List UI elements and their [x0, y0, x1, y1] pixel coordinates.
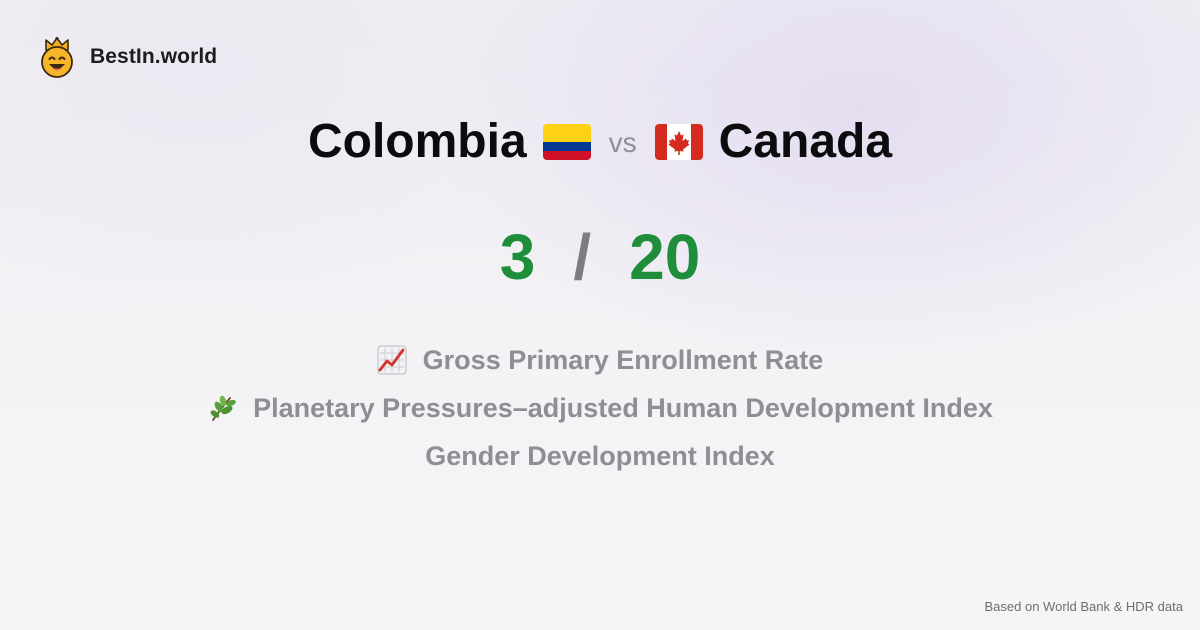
metric-item: Gross Primary Enrollment Rate: [0, 336, 1200, 384]
brand-name: BestIn.world: [90, 45, 218, 68]
crown-face-icon: [41, 37, 73, 78]
chart-increasing-icon: [377, 345, 407, 375]
colombia-flag-icon: [542, 124, 591, 160]
brand[interactable]: BestIn.world: [38, 36, 217, 78]
data-source-note: Based on World Bank & HDR data: [984, 599, 1183, 614]
metric-item: Planetary Pressures–adjusted Human Devel…: [0, 384, 1200, 432]
metric-label: Planetary Pressures–adjusted Human Devel…: [253, 392, 993, 423]
canada-flag-icon: [654, 124, 703, 160]
vs-label: vs: [608, 127, 637, 158]
country-b-name: Canada: [718, 114, 893, 168]
score-country-b: 20: [629, 221, 701, 293]
score-separator: /: [573, 221, 592, 293]
country-a-name: Colombia: [307, 114, 527, 168]
metric-label: Gender Development Index: [425, 440, 775, 471]
score: 3 / 20: [0, 215, 1200, 299]
metrics-list: Gross Primary Enrollment Rate Planetary …: [0, 336, 1200, 480]
herb-icon: [207, 393, 237, 423]
metric-label: Gross Primary Enrollment Rate: [422, 344, 824, 375]
comparison-title: Colombia vs Canada: [0, 110, 1200, 172]
score-country-a: 3: [499, 221, 536, 293]
metric-item: Gender Development Index: [0, 432, 1200, 480]
